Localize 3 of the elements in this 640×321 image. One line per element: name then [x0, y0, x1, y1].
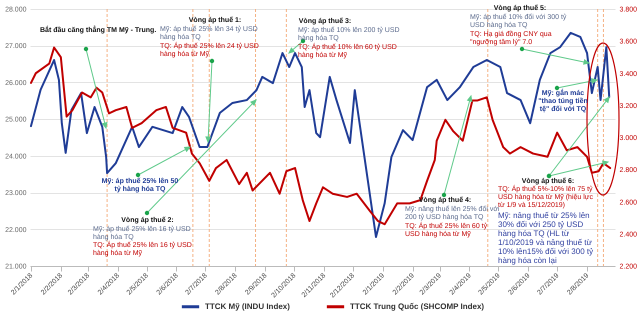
legend-label: TTCK Trung Quốc (SHCOMP Index) [350, 302, 484, 311]
annotation: Mỹ: nâng thuế từ 25% lên 30% đối với 250 tỷ USD hàng hóa TQ (HL từ 1/10/2019 và nâng thuế từ 10% lên15% đối với 300 tỷ hàng hóa còn lại [498, 211, 594, 265]
legend-label: TTCK Mỹ (INDU Index) [205, 302, 290, 311]
